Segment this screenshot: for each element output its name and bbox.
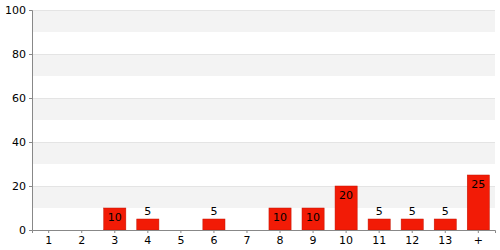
y-tick-mark	[29, 142, 32, 143]
x-tick-label: 2	[78, 234, 85, 247]
x-tick-mark	[114, 230, 115, 233]
x-tick-label: 13	[438, 234, 452, 247]
bar	[137, 219, 159, 230]
grid-band	[32, 142, 495, 164]
x-tick-mark	[147, 230, 148, 233]
y-tick: 40	[12, 136, 32, 149]
x-tick-label: 1	[45, 234, 52, 247]
x-tick-mark	[180, 230, 181, 233]
y-tick: 20	[12, 180, 32, 193]
x-tick-label: 5	[177, 234, 184, 247]
x-axis-line	[33, 231, 496, 234]
y-tick-label: 40	[12, 136, 26, 149]
y-tick: 0	[19, 224, 32, 237]
x-tick: 5	[177, 230, 184, 247]
x-tick: 2	[78, 230, 85, 247]
data-labels: 10 5 5 10 10 20 5 5 5 25	[108, 178, 486, 224]
x-tick-mark	[379, 230, 380, 233]
x-tick-mark	[48, 230, 49, 233]
y-tick-label: 100	[5, 4, 26, 17]
x-tick-mark	[81, 230, 82, 233]
x-tick: +	[474, 230, 483, 247]
y-axis: 0 20 40 60 80 100	[5, 4, 33, 237]
x-tick-label: 9	[310, 234, 317, 247]
bar	[203, 219, 225, 230]
x-tick: 12	[405, 230, 419, 247]
y-tick-mark	[29, 10, 32, 11]
bar	[302, 208, 324, 230]
data-label: 5	[376, 205, 383, 218]
data-label: 5	[409, 205, 416, 218]
y-tick-label: 80	[12, 48, 26, 61]
x-tick: 4	[144, 230, 151, 247]
data-label: 20	[339, 189, 353, 202]
x-tick-mark	[246, 230, 247, 233]
y-tick: 60	[12, 92, 32, 105]
data-label: 5	[442, 205, 449, 218]
data-label: 5	[210, 205, 217, 218]
data-label: 10	[108, 211, 122, 224]
x-tick-mark	[313, 230, 314, 233]
x-tick-label: 11	[372, 234, 386, 247]
x-tick-label: 10	[339, 234, 353, 247]
y-axis-line	[29, 11, 33, 231]
bar	[467, 175, 489, 230]
y-tick-label: 0	[19, 224, 26, 237]
grid-line	[32, 98, 495, 99]
bar	[401, 219, 423, 230]
x-tick-mark	[478, 230, 479, 233]
data-label: 10	[306, 211, 320, 224]
grid-line	[32, 10, 495, 11]
data-label: 5	[144, 205, 151, 218]
y-tick-label: 60	[12, 92, 26, 105]
x-tick-label: 4	[144, 234, 151, 247]
y-tick-mark	[29, 230, 32, 231]
grid-band	[32, 98, 495, 120]
x-tick-label: +	[474, 234, 483, 247]
grid-band	[32, 10, 495, 32]
x-tick: 11	[372, 230, 386, 247]
x-tick: 6	[210, 230, 217, 247]
bar	[434, 219, 456, 230]
y-tick-mark	[29, 98, 32, 99]
data-label: 10	[273, 211, 287, 224]
x-tick: 1	[45, 230, 52, 247]
x-tick-label: 6	[210, 234, 217, 247]
x-tick-mark	[445, 230, 446, 233]
grid-band	[32, 186, 495, 208]
x-tick-mark	[346, 230, 347, 233]
x-tick: 9	[310, 230, 317, 247]
grid-line	[32, 186, 495, 187]
y-tick-label: 20	[12, 180, 26, 193]
bar	[335, 186, 357, 230]
y-tick: 100	[5, 4, 32, 17]
data-label: 25	[471, 178, 485, 191]
bars	[104, 175, 490, 230]
x-tick: 10	[339, 230, 353, 247]
x-tick-label: 7	[243, 234, 250, 247]
x-axis: 12345678910111213+	[33, 230, 496, 247]
x-tick: 13	[438, 230, 452, 247]
bar	[368, 219, 390, 230]
x-tick-mark	[412, 230, 413, 233]
y-tick: 80	[12, 48, 32, 61]
bar	[269, 208, 291, 230]
x-tick: 7	[243, 230, 250, 247]
grid-line	[32, 54, 495, 55]
x-tick-mark	[213, 230, 214, 233]
x-tick-label: 3	[111, 234, 118, 247]
y-tick-mark	[29, 54, 32, 55]
x-tick-label: 8	[277, 234, 284, 247]
y-tick-mark	[29, 186, 32, 187]
x-tick: 8	[277, 230, 284, 247]
grid-band	[32, 54, 495, 76]
x-tick-mark	[280, 230, 281, 233]
chart: 02040608010012345678910111213+1055101020…	[0, 0, 500, 250]
plot: 02040608010012345678910111213+1055101020…	[5, 4, 496, 247]
x-tick: 3	[111, 230, 118, 247]
grid-line	[32, 142, 495, 143]
bar	[104, 208, 126, 230]
x-tick-label: 12	[405, 234, 419, 247]
